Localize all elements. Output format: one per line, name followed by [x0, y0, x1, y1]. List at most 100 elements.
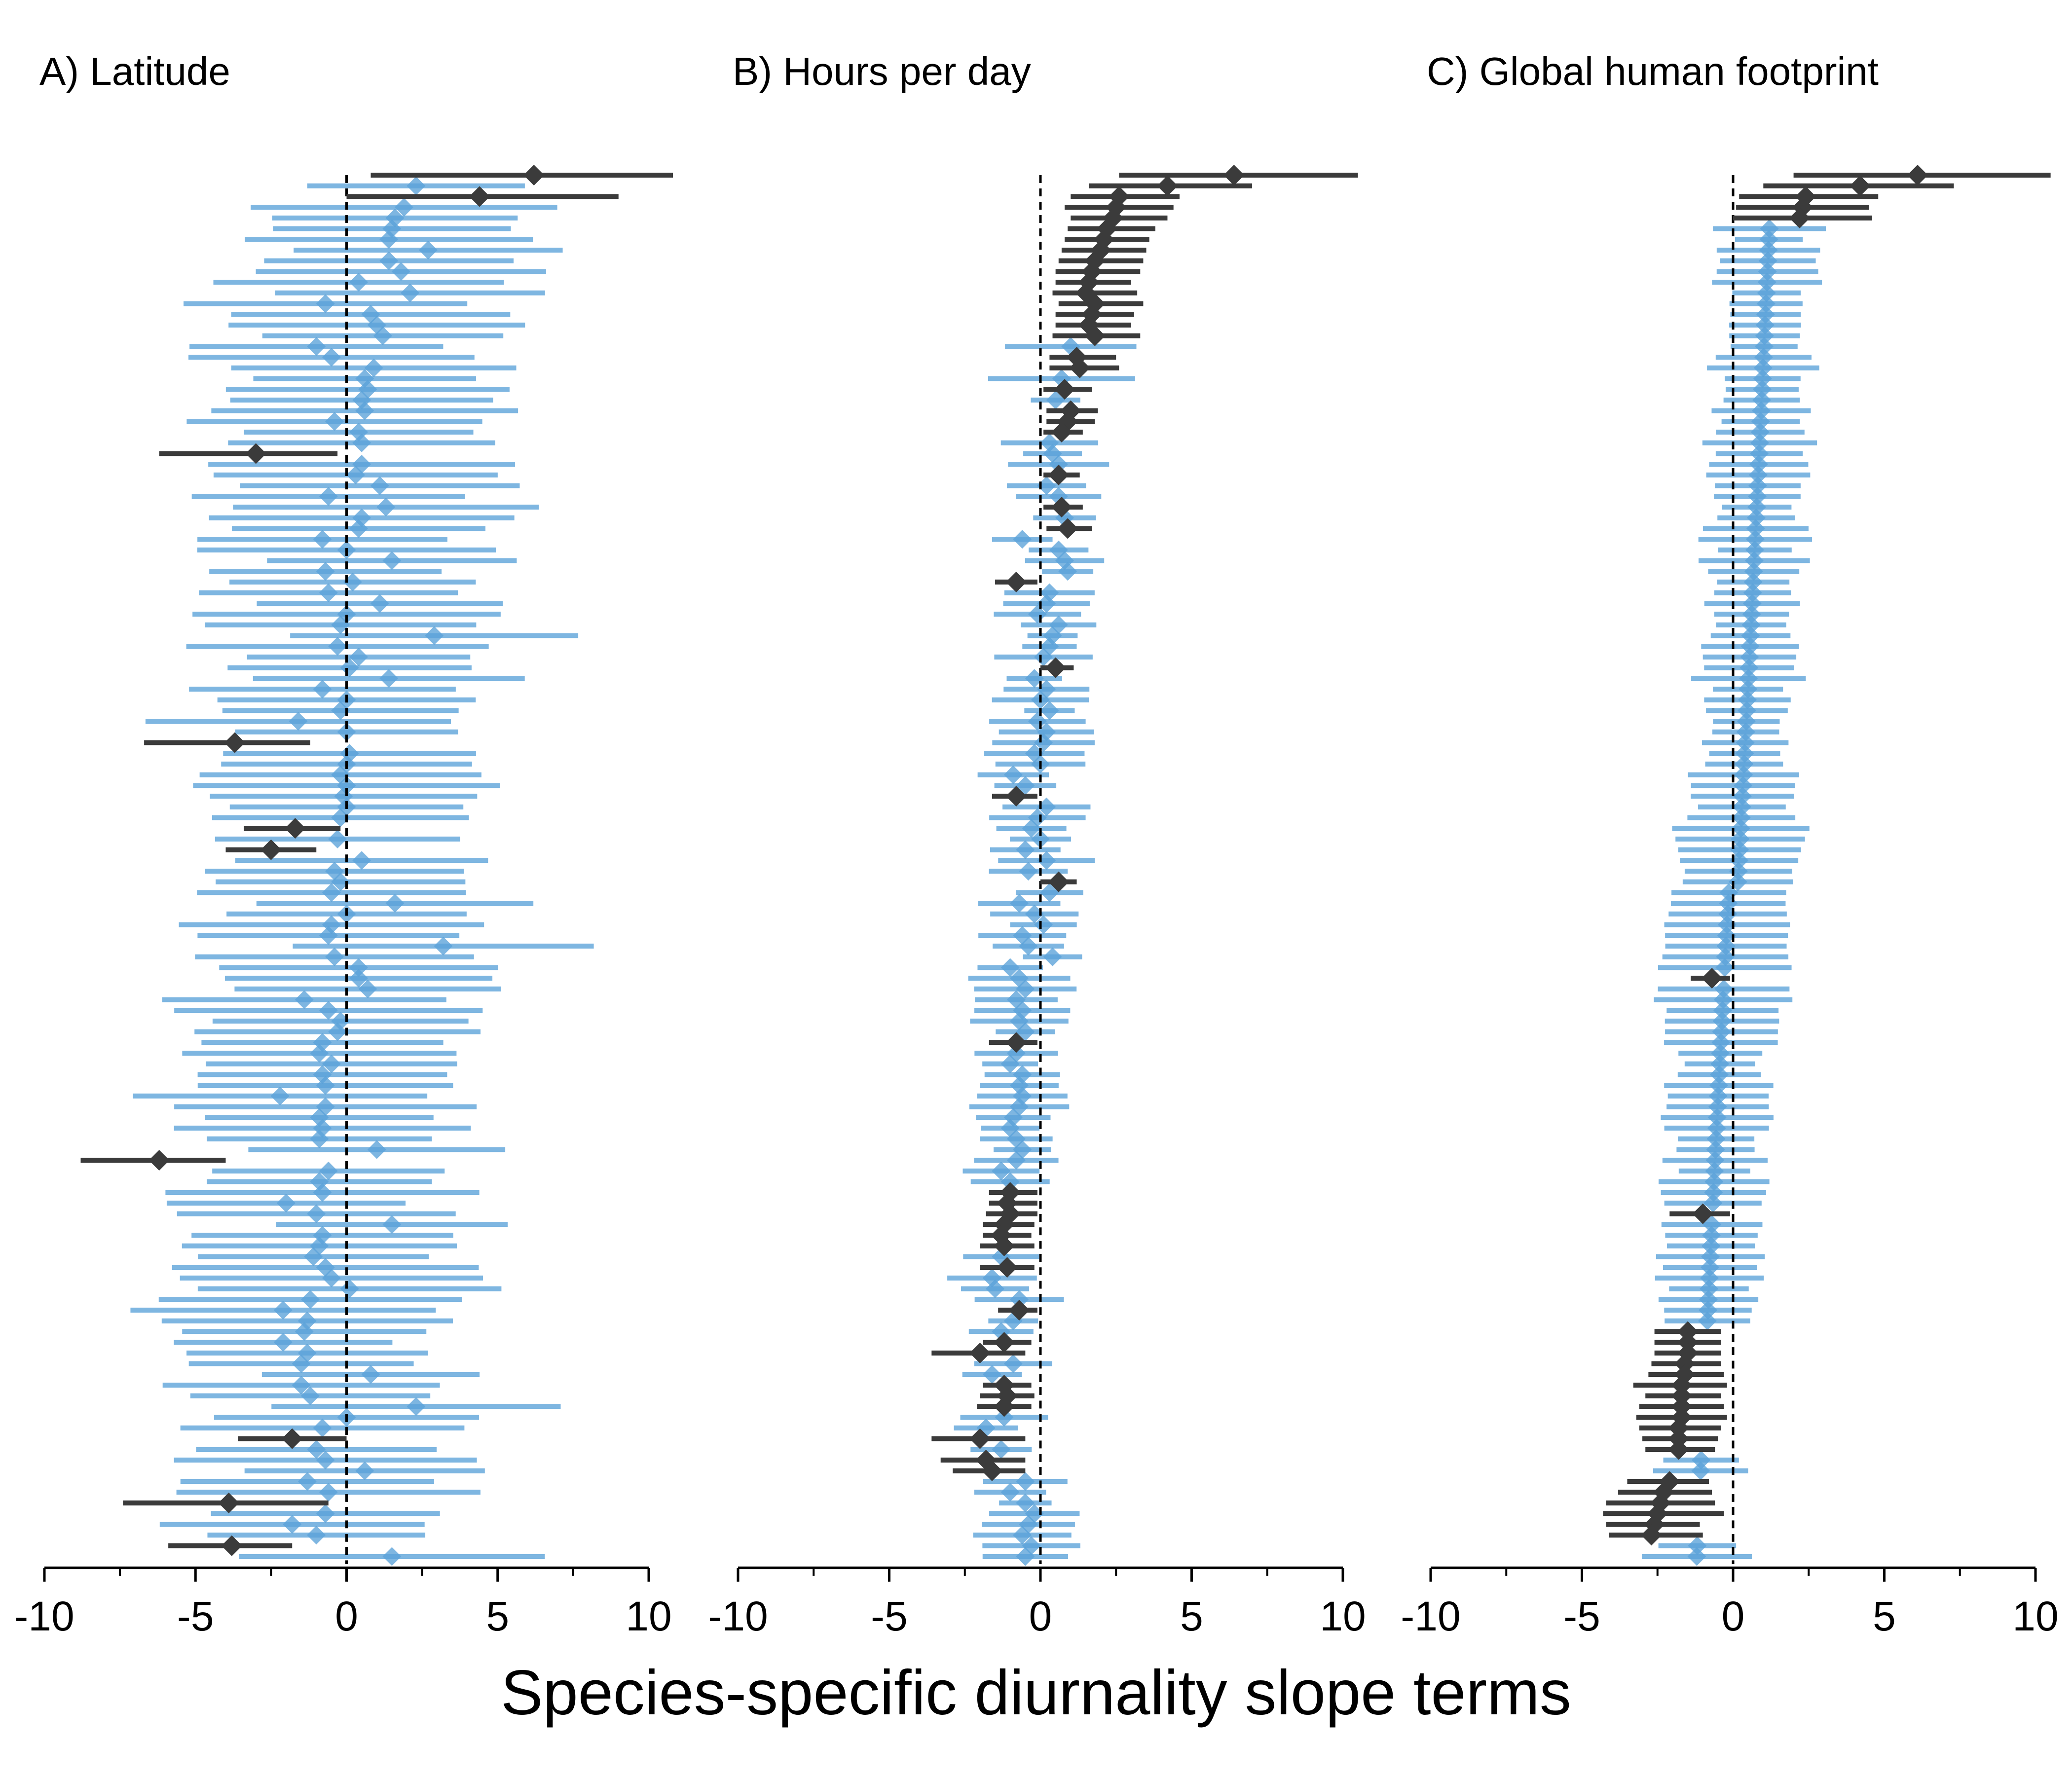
estimate-point [322, 347, 341, 367]
estimate-point [295, 990, 314, 1009]
estimate-point [1711, 1043, 1730, 1063]
estimate-point-significant [981, 1460, 1002, 1481]
estimate-point [1748, 476, 1767, 495]
estimate-point [331, 615, 350, 634]
x-tick-label: 0 [335, 1593, 358, 1639]
x-axis: -10 -5 0 5 10 [14, 1566, 672, 1639]
estimate-point [1747, 487, 1767, 506]
estimate-point [1716, 947, 1735, 966]
estimate-point [1730, 840, 1749, 859]
estimate-point [1699, 1290, 1718, 1309]
estimate-point [1757, 273, 1776, 292]
estimate-point [1006, 1150, 1026, 1170]
estimate-point [1746, 508, 1766, 527]
estimate-point [1757, 283, 1776, 302]
estimate-point [1702, 1225, 1721, 1245]
estimate-point [1730, 851, 1749, 870]
estimate-point [1705, 1150, 1725, 1170]
estimate-point [1058, 562, 1077, 581]
estimate-point [394, 198, 413, 217]
estimate-point [319, 1001, 338, 1020]
estimate-point [1013, 1525, 1032, 1545]
estimate-point [307, 1204, 326, 1223]
estimate-point [340, 1279, 359, 1298]
estimate-point-significant [1048, 871, 1069, 892]
estimate-point [1000, 958, 1020, 977]
estimate-point-significant [1223, 165, 1245, 185]
estimate-point [1748, 465, 1768, 484]
estimate-point-significant [1005, 1032, 1027, 1053]
estimate-point [418, 240, 438, 259]
estimate-point [1687, 1547, 1706, 1566]
estimate-point [316, 1075, 335, 1095]
estimate-point [1702, 1215, 1722, 1234]
estimate-point [1750, 422, 1770, 442]
estimate-point [401, 283, 420, 302]
estimate-point [1000, 1172, 1020, 1191]
estimate-point [1717, 926, 1736, 945]
estimate-point [1707, 1118, 1726, 1138]
estimate-point [328, 1022, 347, 1041]
estimate-point [1751, 412, 1770, 431]
estimate-point [407, 176, 426, 195]
estimate-point [1758, 262, 1777, 281]
x-axis: -10 -5 0 5 10 [708, 1566, 1366, 1639]
estimate-point [1703, 1193, 1723, 1213]
estimate-point [1028, 604, 1047, 624]
estimate-point [1758, 251, 1777, 270]
estimate-point [1735, 754, 1754, 774]
x-tick-label: 10 [1320, 1593, 1366, 1639]
estimate-point [1738, 690, 1757, 709]
estimate-point [352, 433, 371, 452]
x-tick-label: 5 [486, 1593, 509, 1639]
estimate-point [328, 637, 347, 656]
estimate-point-significant [469, 186, 490, 207]
estimate-point [1740, 647, 1759, 666]
estimate-point-significant [994, 1235, 1015, 1257]
estimate-point [1753, 369, 1772, 388]
estimate-point [313, 679, 332, 699]
estimate-point [325, 947, 344, 966]
estimate-point-significant [1671, 1385, 1692, 1406]
estimate-point [361, 1365, 380, 1384]
estimate-point [316, 1504, 335, 1523]
estimate-point [1712, 1022, 1731, 1041]
estimate-point [391, 262, 410, 281]
estimate-point-significant [994, 1332, 1015, 1353]
estimate-point-significant [285, 818, 306, 839]
estimate-point [358, 979, 377, 999]
estimate-point [1743, 572, 1763, 592]
nonsignificant-series [130, 176, 594, 1566]
estimate-point [982, 1365, 1001, 1384]
estimate-point [379, 230, 399, 249]
estimate-point [1016, 1547, 1035, 1566]
estimate-point [1700, 1279, 1719, 1298]
estimate-point [307, 337, 326, 356]
estimate-point [289, 711, 308, 731]
estimate-point [407, 1397, 426, 1416]
estimate-point [1743, 583, 1762, 602]
estimate-point [273, 1332, 293, 1352]
estimate-point [1699, 1300, 1718, 1320]
estimate-point [292, 1375, 311, 1395]
estimate-point [283, 1515, 302, 1534]
estimate-point [1739, 679, 1758, 699]
estimate-point [992, 1440, 1011, 1459]
estimate-point [1003, 765, 1023, 784]
estimate-point [1742, 594, 1762, 613]
estimate-point [316, 294, 335, 313]
x-tick-label: -10 [1401, 1593, 1460, 1639]
estimate-point [322, 1268, 341, 1288]
x-tick-label: -10 [14, 1593, 74, 1639]
estimate-point [1747, 497, 1766, 517]
estimate-point [986, 1279, 1005, 1298]
estimate-point [379, 669, 399, 688]
estimate-point [316, 1450, 335, 1470]
estimate-point-significant [1057, 518, 1078, 539]
estimate-point [1037, 476, 1056, 495]
estimate-point [319, 583, 338, 602]
estimate-point [1037, 594, 1056, 613]
estimate-point [1016, 776, 1035, 795]
estimate-point [1729, 861, 1748, 881]
estimate-point [325, 412, 344, 431]
